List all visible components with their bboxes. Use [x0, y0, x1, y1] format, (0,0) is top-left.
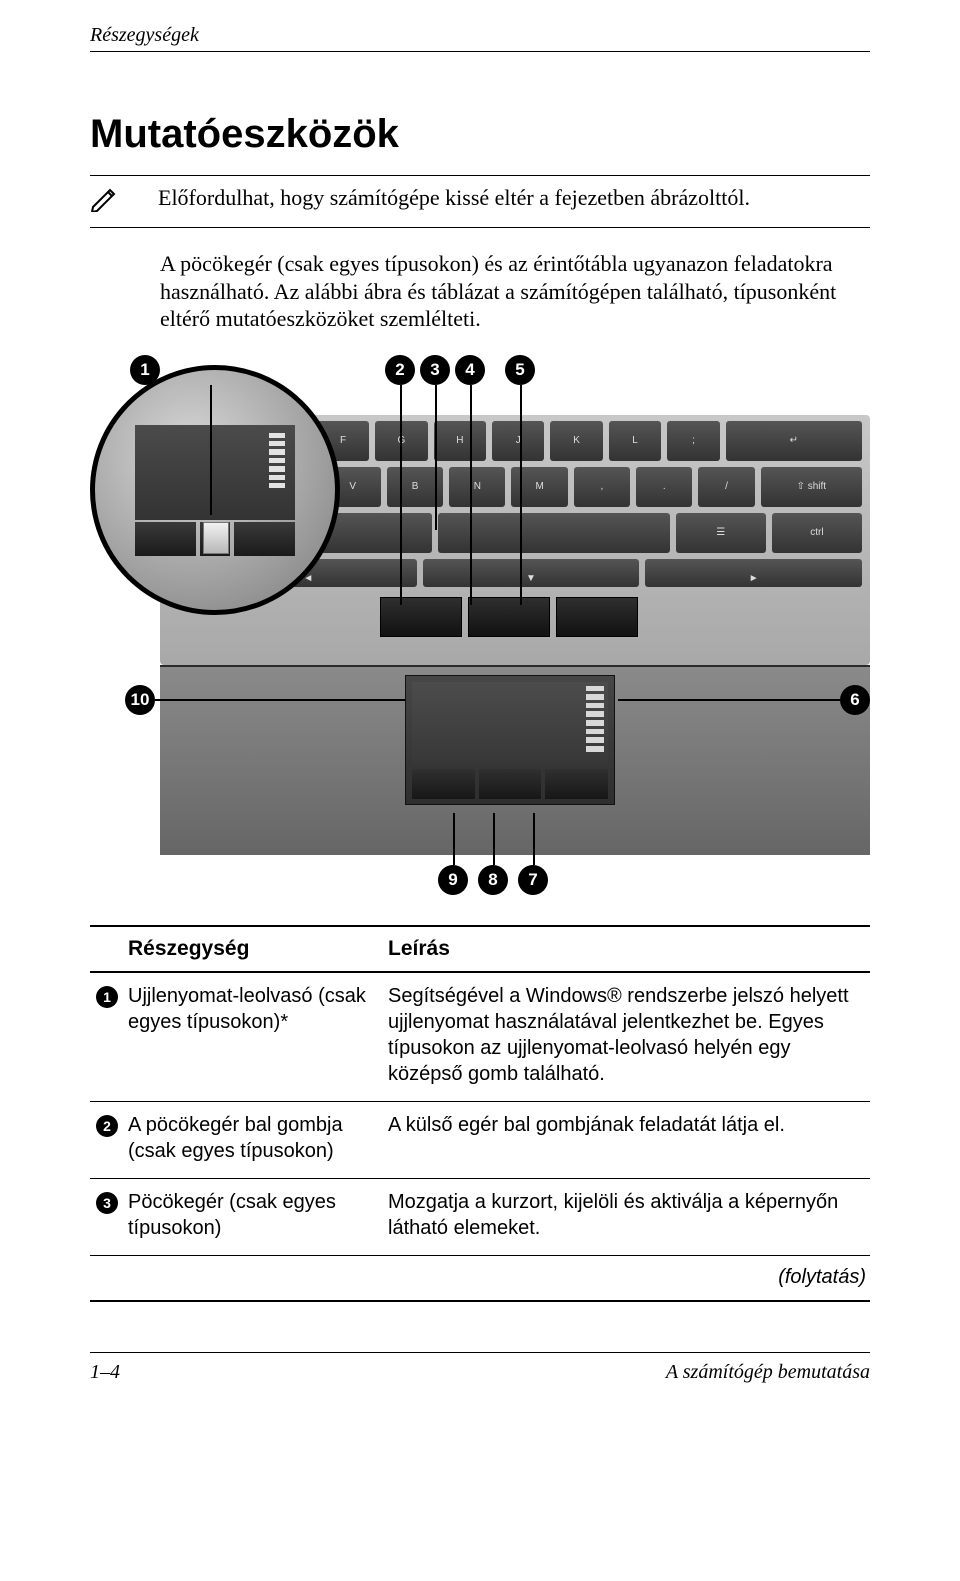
- table-row: 3 Pöcökegér (csak egyes típusokon) Mozga…: [90, 1178, 870, 1255]
- callout-10: 10: [125, 685, 155, 715]
- pointing-stick-buttons: [380, 597, 638, 637]
- table-row: 2 A pöcökegér bal gombja (csak egyes típ…: [90, 1101, 870, 1178]
- part-desc: Segítségével a Windows® rendszerbe jelsz…: [384, 972, 870, 1102]
- callout-6: 6: [840, 685, 870, 715]
- row-number: 2: [96, 1115, 118, 1137]
- callout-9: 9: [438, 865, 468, 895]
- footer-page-number: 1–4: [90, 1361, 120, 1384]
- laptop-diagram: SDF GHJ KL; ↵ XCV BNM ,./ ⇧ shift ☰ctrl …: [90, 355, 870, 895]
- page-footer: 1–4 A számítógép bemutatása: [90, 1352, 870, 1384]
- pencil-note-icon: [90, 186, 120, 217]
- part-name: Ujjlenyomat-leolvasó (csak egyes típusok…: [124, 972, 384, 1102]
- callout-5: 5: [505, 355, 535, 385]
- continued-row: (folytatás): [90, 1255, 870, 1301]
- part-desc: A külső egér bal gombjának feladatát lát…: [384, 1101, 870, 1178]
- callout-2: 2: [385, 355, 415, 385]
- part-name: A pöcökegér bal gombja (csak egyes típus…: [124, 1101, 384, 1178]
- row-number: 1: [96, 986, 118, 1008]
- row-number: 3: [96, 1192, 118, 1214]
- callout-4: 4: [455, 355, 485, 385]
- parts-table: Részegység Leírás 1 Ujjlenyomat-leolvasó…: [90, 925, 870, 1302]
- note-text: Előfordulhat, hogy számítógépe kissé elt…: [158, 184, 750, 212]
- table-head-desc: Leírás: [384, 926, 870, 972]
- table-row: 1 Ujjlenyomat-leolvasó (csak egyes típus…: [90, 972, 870, 1102]
- callout-1: 1: [130, 355, 160, 385]
- header-rule: [90, 51, 870, 52]
- callout-8: 8: [478, 865, 508, 895]
- continued-label: (folytatás): [90, 1255, 870, 1301]
- touchpad: [405, 675, 615, 805]
- part-desc: Mozgatja a kurzort, kijelöli és aktiválj…: [384, 1178, 870, 1255]
- section-title: Mutatóeszközök: [90, 112, 870, 157]
- note-block: Előfordulhat, hogy számítógépe kissé elt…: [90, 175, 870, 228]
- callout-3: 3: [420, 355, 450, 385]
- callout-7: 7: [518, 865, 548, 895]
- zoom-inset: [90, 365, 340, 615]
- intro-paragraph: A pöcökegér (csak egyes típusokon) és az…: [160, 250, 870, 333]
- table-head-part: Részegység: [124, 926, 384, 972]
- part-name: Pöcökegér (csak egyes típusokon): [124, 1178, 384, 1255]
- running-header: Részegységek: [90, 24, 870, 47]
- footer-chapter: A számítógép bemutatása: [666, 1361, 870, 1384]
